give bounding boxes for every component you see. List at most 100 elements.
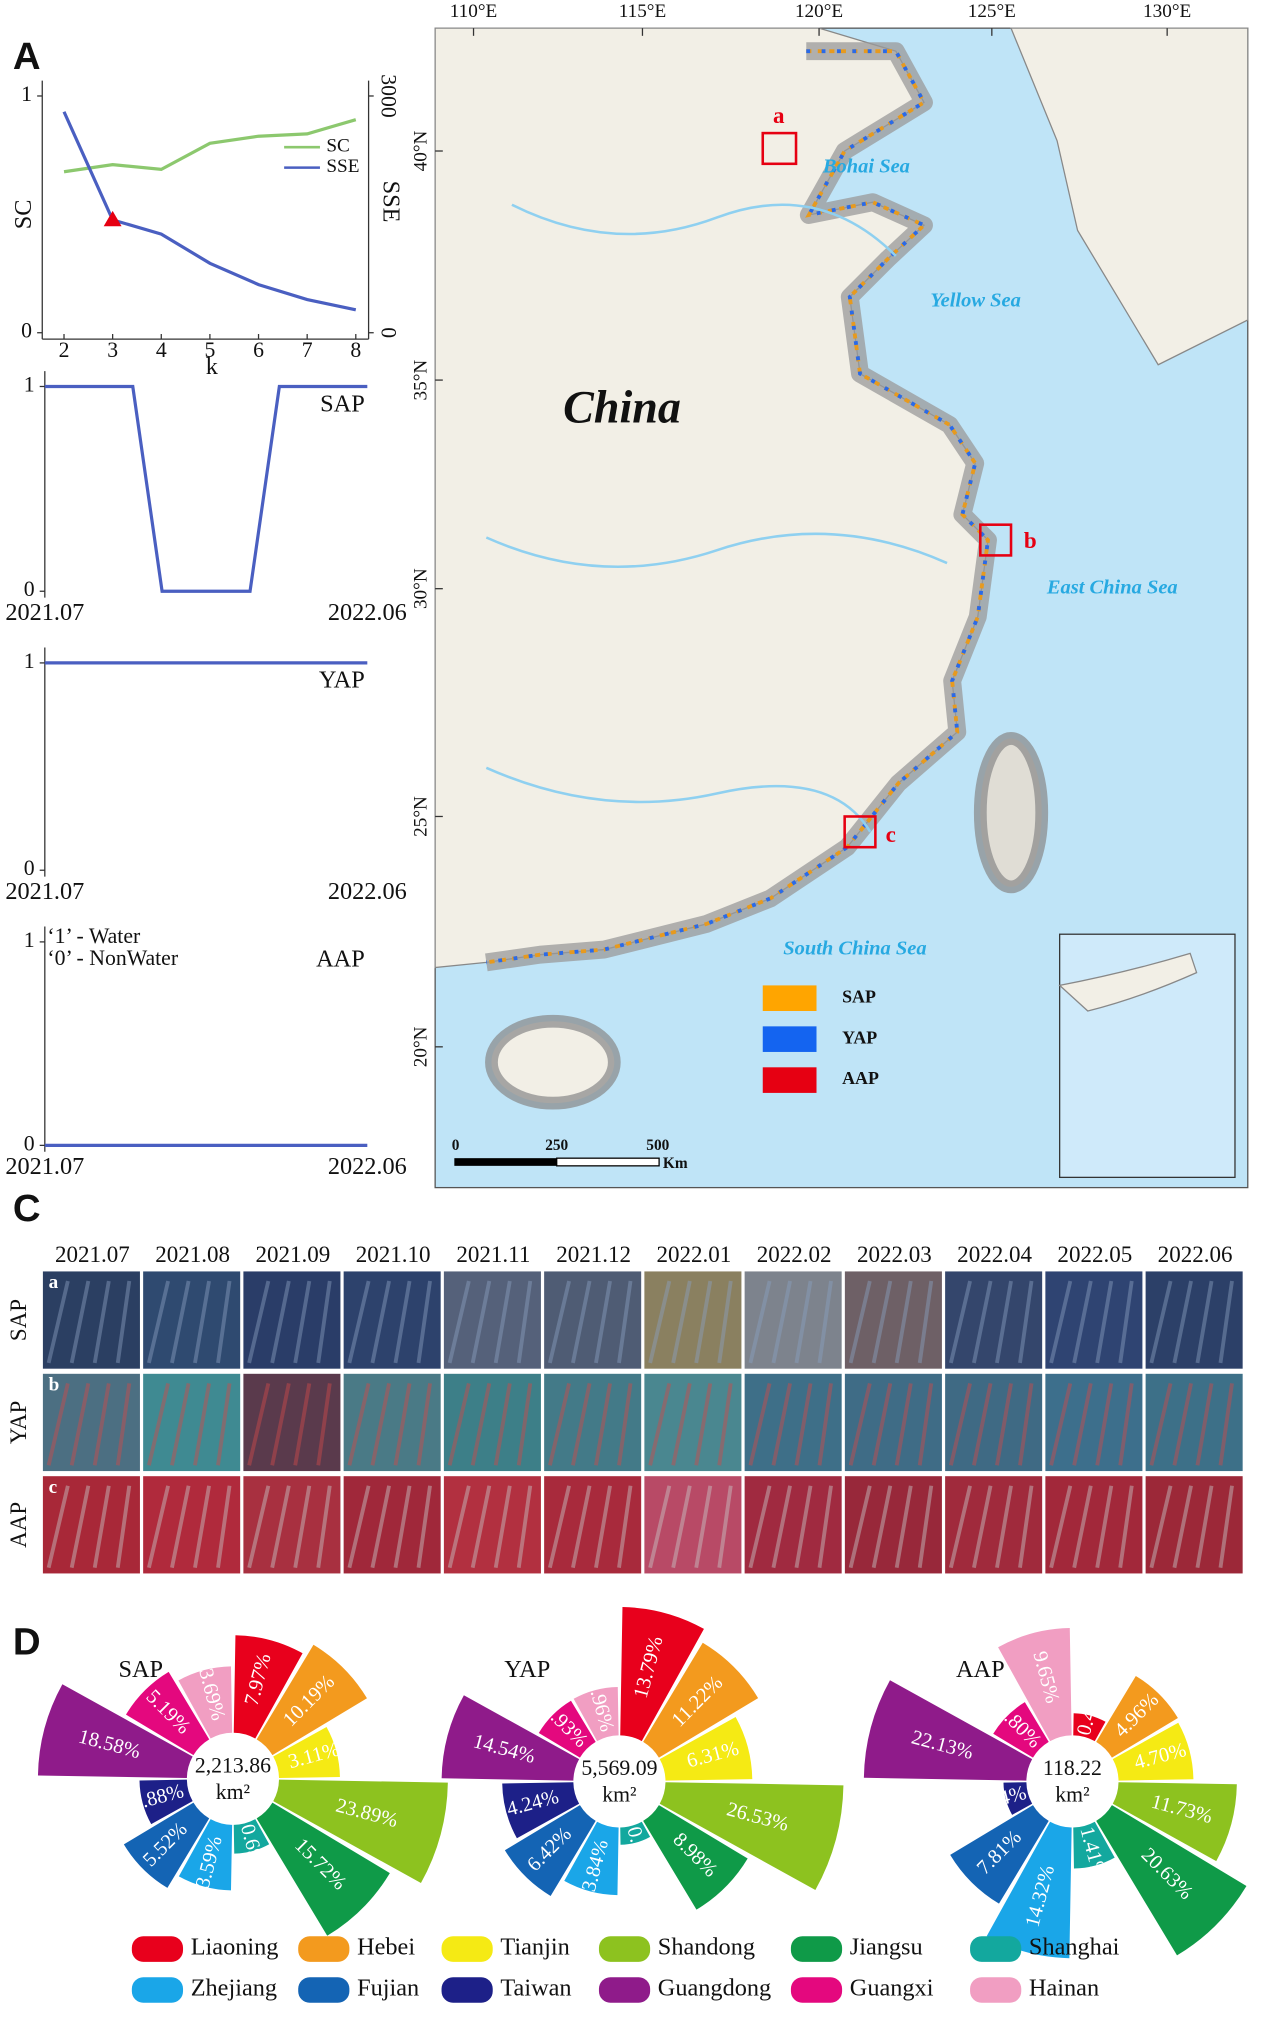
image-texture	[748, 1485, 772, 1569]
image-texture	[694, 1485, 713, 1569]
image-texture	[92, 1485, 111, 1569]
image-texture	[416, 1383, 432, 1466]
image-texture	[717, 1280, 733, 1364]
image-texture	[46, 1485, 70, 1569]
image-texture	[115, 1280, 132, 1364]
image-texture	[1195, 1280, 1214, 1364]
image-texture	[516, 1280, 533, 1364]
land	[1010, 27, 1249, 366]
y-tick-label: 1	[24, 372, 35, 396]
rose-petal	[659, 1782, 844, 1891]
image-texture	[1018, 1485, 1034, 1568]
image-texture	[447, 1382, 471, 1466]
image-texture	[717, 1485, 733, 1568]
image-texture	[1049, 1382, 1073, 1466]
inset-land	[1058, 952, 1198, 1012]
image-texture	[247, 1382, 271, 1466]
image-texture	[1018, 1383, 1034, 1466]
image-texture	[548, 1280, 571, 1364]
rose-petal	[538, 1700, 596, 1758]
month-label: 2021.08	[155, 1241, 230, 1267]
legend-swatch	[762, 1026, 817, 1052]
legend-label: Liaoning	[191, 1934, 279, 1961]
month-label: 2021.11	[456, 1241, 530, 1267]
y-tick-label: 0	[24, 577, 35, 601]
legend-swatch	[790, 1936, 843, 1962]
image-texture	[694, 1280, 713, 1364]
image-texture	[771, 1383, 792, 1466]
rose-petal	[504, 1805, 596, 1896]
series-label: YAP	[319, 667, 365, 694]
image-texture	[671, 1280, 692, 1364]
image-texture	[949, 1280, 972, 1364]
image-texture	[1072, 1485, 1093, 1569]
image-texture	[949, 1485, 972, 1569]
image-tile	[643, 1270, 743, 1370]
legend-label: Jiangsu	[850, 1934, 923, 1961]
scale-bar	[556, 1157, 660, 1167]
image-tile	[943, 1372, 1044, 1473]
image-texture	[548, 1485, 571, 1569]
image-texture	[817, 1383, 833, 1466]
rose-total: 2,213.86	[195, 1753, 271, 1777]
image-texture	[69, 1485, 91, 1569]
image-texture	[548, 1382, 571, 1466]
image-texture	[1172, 1280, 1193, 1364]
image-tile	[41, 1372, 142, 1473]
y2-axis-label: SSE	[377, 181, 404, 223]
image-texture	[671, 1383, 692, 1466]
image-texture	[771, 1280, 792, 1364]
image-tile	[242, 1474, 342, 1575]
rose-unit: km²	[602, 1783, 637, 1807]
panel-label: D	[13, 1621, 41, 1664]
image-texture	[1218, 1383, 1234, 1466]
image-texture	[894, 1485, 913, 1569]
rose-petal	[256, 1802, 390, 1936]
legend-swatch	[131, 1977, 184, 2003]
rose-petal	[37, 1684, 193, 1779]
rose-petal	[643, 1805, 748, 1910]
image-tile	[743, 1270, 843, 1370]
image-tile	[1144, 1372, 1244, 1473]
image-tile	[843, 1474, 944, 1575]
image-texture	[1072, 1280, 1093, 1364]
image-tile	[1144, 1474, 1244, 1575]
legend-label: SAP	[842, 986, 876, 1006]
country-label: China	[563, 382, 681, 433]
rose-petal	[1112, 1782, 1237, 1862]
image-texture	[1018, 1280, 1034, 1364]
rose-value-label: 0.44%	[972, 1782, 1029, 1817]
y-tick-label: 1	[24, 649, 35, 673]
rose-petal	[125, 1671, 210, 1756]
month-label: 2022.04	[957, 1241, 1032, 1267]
image-tile	[643, 1372, 743, 1473]
image-texture	[316, 1383, 332, 1466]
rose-unit: km²	[216, 1780, 251, 1804]
image-texture	[917, 1383, 934, 1466]
image-tile	[743, 1372, 843, 1473]
month-label: 2022.06	[1158, 1241, 1233, 1267]
image-texture	[972, 1383, 993, 1466]
legend-label: Guangdong	[658, 1975, 771, 2002]
lat-label: 40°N	[411, 131, 432, 172]
image-texture	[1149, 1485, 1173, 1569]
row-label: SAP	[5, 1299, 31, 1341]
image-texture	[92, 1280, 111, 1364]
rose-petal	[643, 1642, 759, 1758]
legend-label: Fujian	[357, 1975, 419, 2002]
legend-label: Tianjin	[500, 1934, 569, 1961]
image-texture	[347, 1280, 371, 1364]
image-texture	[470, 1280, 492, 1364]
image-texture	[1049, 1485, 1073, 1569]
legend-label: Hainan	[1029, 1975, 1099, 2002]
image-tile	[1044, 1372, 1144, 1473]
image-texture	[170, 1383, 191, 1466]
rose-petal	[950, 1805, 1049, 1904]
image-texture	[270, 1383, 291, 1466]
image-texture	[848, 1382, 872, 1466]
image-texture	[594, 1280, 612, 1364]
image-texture	[293, 1280, 312, 1364]
x-tick-label: 8	[350, 338, 361, 362]
image-texture	[247, 1280, 271, 1364]
image-texture	[516, 1383, 533, 1466]
